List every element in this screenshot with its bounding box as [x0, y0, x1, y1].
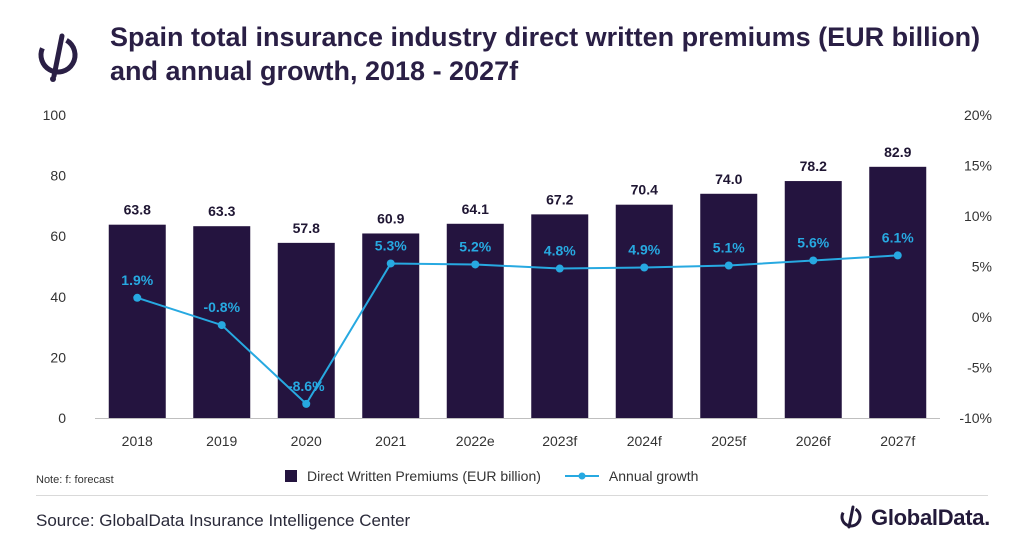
bar-value-label: 64.1 [462, 201, 489, 217]
growth-point [471, 260, 480, 269]
bar-value-label: 60.9 [377, 210, 404, 226]
growth-point [640, 263, 649, 272]
bar-value-label: 78.2 [800, 158, 827, 174]
bar [700, 193, 758, 418]
bar-value-label: 63.3 [208, 203, 235, 219]
bar [784, 181, 842, 418]
growth-value-label: 5.1% [713, 239, 745, 255]
bar-value-label: 57.8 [293, 220, 320, 236]
growth-point [893, 251, 902, 260]
y-tick-label: 40 [50, 289, 66, 305]
brand-name: GlobalData. [871, 505, 990, 530]
growth-value-label: 4.9% [628, 242, 660, 258]
bar [108, 224, 166, 418]
bar-value-label: 63.8 [124, 202, 151, 218]
growth-value-label: 5.6% [797, 234, 829, 250]
bar [277, 242, 335, 418]
bar-value-label: 67.2 [546, 191, 573, 207]
source-text: Source: GlobalData Insurance Intelligenc… [36, 511, 411, 530]
bar-value-label: 82.9 [884, 144, 911, 160]
footnote: Note: f: forecast [36, 474, 114, 486]
brand-logo: GlobalData. [839, 505, 990, 531]
y2-tick-label: 15% [964, 158, 992, 174]
bar-value-label: 70.4 [631, 182, 658, 198]
growth-value-label: -0.8% [203, 299, 240, 315]
y2-tick-label: -5% [967, 360, 992, 376]
x-tick-label: 2025f [711, 433, 746, 449]
growth-line [136, 254, 898, 406]
y2-tick-label: 5% [972, 259, 992, 275]
y-tick-label: 60 [50, 228, 66, 244]
chart-legend: Direct Written Premiums (EUR billion) An… [285, 468, 698, 484]
growth-value-label: 1.9% [121, 272, 153, 288]
globaldata-logo-icon [38, 33, 78, 82]
growth-point [555, 264, 564, 273]
growth-value-label: -8.6% [288, 378, 325, 394]
growth-value-label: 5.2% [459, 238, 491, 254]
bar-value-label: 74.0 [715, 171, 742, 187]
y2-tick-label: 0% [972, 309, 992, 325]
x-tick-label: 2024f [627, 433, 662, 449]
y2-tick-label: -10% [959, 410, 992, 426]
growth-point [133, 293, 142, 302]
x-tick-label: 2023f [542, 433, 577, 449]
growth-point [217, 321, 226, 330]
x-tick-label: 2022e [456, 433, 495, 449]
legend-label-premiums: Direct Written Premiums (EUR billion) [307, 468, 541, 484]
growth-point [302, 399, 311, 408]
growth-value-label: 6.1% [882, 229, 914, 245]
y-tick-label: 80 [50, 168, 66, 184]
legend-swatch-line [564, 472, 599, 480]
x-tick-label: 2027f [880, 433, 915, 449]
y2-tick-label: 20% [964, 107, 992, 123]
x-tick-label: 2021 [375, 433, 406, 449]
legend-swatch-bar [285, 470, 297, 482]
divider [36, 495, 988, 496]
y-tick-label: 0 [58, 410, 66, 426]
y-tick-label: 20 [50, 349, 66, 365]
y2-tick-label: 10% [964, 208, 992, 224]
brand-mark-icon [840, 505, 862, 529]
bar [615, 204, 673, 418]
y-tick-label: 100 [43, 107, 67, 123]
legend-label-growth: Annual growth [608, 468, 699, 484]
growth-point [386, 259, 395, 268]
chart-title: Spain total insurance industry direct wr… [110, 22, 981, 86]
growth-value-label: 4.8% [544, 243, 576, 259]
bar [446, 223, 504, 418]
growth-value-label: 5.3% [375, 237, 407, 253]
x-tick-label: 2026f [796, 433, 831, 449]
growth-point [809, 256, 818, 265]
growth-point [724, 261, 733, 270]
bar [531, 214, 589, 418]
x-tick-label: 2019 [206, 433, 237, 449]
bar [869, 166, 927, 418]
x-tick-label: 2020 [291, 433, 322, 449]
x-tick-label: 2018 [122, 433, 153, 449]
